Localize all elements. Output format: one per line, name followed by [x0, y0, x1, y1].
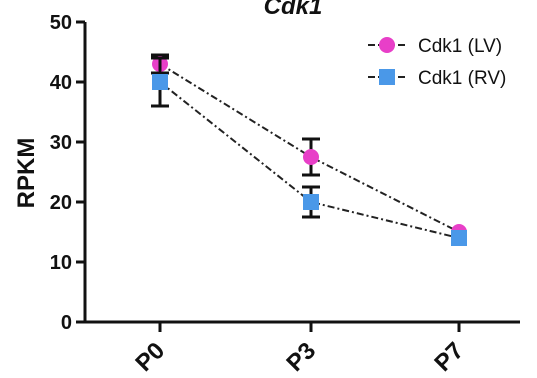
data-point	[303, 149, 319, 165]
x-axis: P0 P3 P7	[83, 320, 520, 377]
y-tick-label: 0	[61, 312, 72, 334]
series-line	[159, 81, 460, 239]
x-tick-label: P0	[130, 337, 170, 377]
chart-title: Cdk1	[264, 0, 323, 20]
legend-marker	[379, 37, 395, 53]
y-axis-title: RPKM	[13, 138, 40, 209]
series-line	[159, 63, 460, 233]
y-axis: 0 10 20 30 40 50	[50, 12, 87, 334]
legend-marker	[379, 69, 395, 85]
x-tick-label: P3	[281, 337, 321, 377]
legend-label: Cdk1 (RV)	[418, 68, 506, 89]
x-tick-label: P7	[429, 337, 469, 377]
series-layer	[151, 53, 467, 246]
legend-label: Cdk1 (LV)	[418, 36, 502, 57]
y-tick-label: 20	[50, 192, 72, 214]
data-point	[152, 74, 168, 90]
y-tick-label: 50	[50, 12, 72, 34]
data-point	[451, 230, 467, 246]
y-tick-label: 40	[50, 72, 72, 94]
legend: Cdk1 (LV) Cdk1 (RV)	[368, 36, 506, 89]
y-tick-label: 10	[50, 252, 72, 274]
legend-item: Cdk1 (LV)	[368, 36, 502, 57]
legend-item: Cdk1 (RV)	[368, 68, 506, 89]
series-rv	[151, 56, 467, 246]
y-tick-label: 30	[50, 132, 72, 154]
data-point	[303, 194, 319, 210]
